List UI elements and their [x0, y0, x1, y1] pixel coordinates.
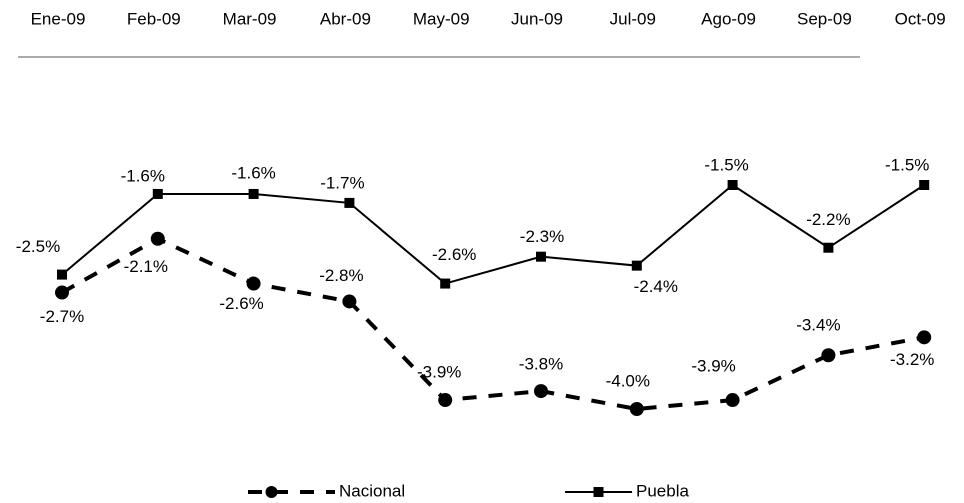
x-tick-label: Sep-09	[797, 9, 852, 28]
data-label: -3.4%	[796, 316, 840, 335]
point	[342, 294, 357, 309]
data-label: -1.6%	[231, 163, 275, 182]
legend-label: Nacional	[339, 481, 405, 500]
series-line	[61, 183, 925, 285]
data-label: -2.6%	[219, 294, 263, 313]
data-label: -1.5%	[885, 155, 929, 174]
point	[55, 285, 69, 300]
data-label: -2.2%	[806, 210, 850, 229]
series-line	[61, 236, 925, 412]
point	[440, 278, 451, 289]
point	[150, 231, 165, 246]
data-label: -2.8%	[319, 266, 363, 285]
data-label: -1.7%	[320, 173, 364, 192]
point	[534, 384, 548, 399]
data-label: -3.2%	[890, 350, 934, 369]
point	[629, 402, 644, 416]
data-label: -3.9%	[691, 357, 735, 376]
data-label: -2.1%	[124, 257, 168, 276]
point	[823, 242, 834, 253]
point	[344, 197, 355, 208]
data-label: -1.6%	[121, 166, 165, 185]
point	[821, 348, 836, 363]
data-label: -4.0%	[606, 371, 650, 390]
point	[57, 269, 67, 280]
x-tick-label: May-09	[413, 9, 470, 28]
point	[246, 276, 261, 291]
x-tick-label: Mar-09	[223, 9, 277, 28]
data-label: -2.3%	[520, 227, 564, 246]
x-tick-label: Jul-09	[610, 9, 656, 28]
data-label: -1.5%	[704, 155, 748, 174]
point	[438, 393, 453, 408]
x-tick-label: Abr-09	[320, 9, 371, 28]
x-tick-label: Feb-09	[127, 9, 181, 28]
point	[152, 188, 163, 199]
data-label: -2.5%	[16, 237, 60, 256]
legend-marker	[593, 487, 604, 497]
data-label: -2.6%	[432, 245, 476, 264]
x-tick-label: Ago-09	[701, 9, 756, 28]
point	[917, 330, 932, 345]
x-tick-label: Jun-09	[511, 9, 563, 28]
data-label: -2.7%	[40, 307, 84, 326]
point	[631, 260, 642, 271]
data-label: -3.8%	[519, 355, 563, 374]
data-label: -2.4%	[634, 277, 678, 296]
legend-marker	[265, 486, 278, 498]
point	[727, 180, 738, 190]
data-label: -3.9%	[417, 363, 461, 382]
x-tick-label: Oct-09	[895, 9, 946, 28]
point	[919, 180, 930, 190]
legend-label: Puebla	[636, 481, 689, 500]
x-tick-label: Ene-09	[31, 9, 86, 28]
point	[725, 393, 740, 408]
point	[248, 188, 259, 199]
point	[536, 251, 546, 262]
